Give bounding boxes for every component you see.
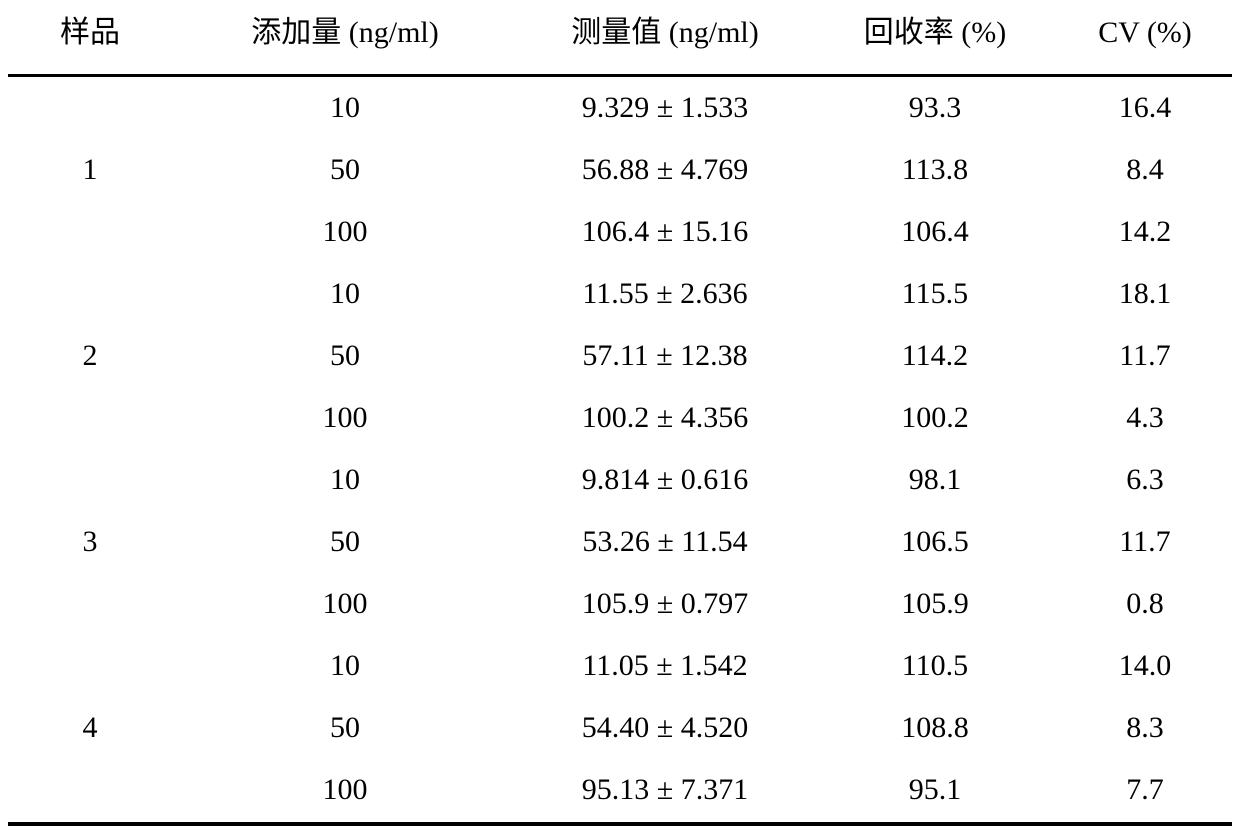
- cv-cell: 0.8: [1070, 573, 1220, 635]
- added-cell: 50: [220, 511, 470, 573]
- added-cell: 50: [220, 697, 470, 759]
- cv-cell: 4.3: [1070, 387, 1220, 449]
- added-cell: 100: [220, 759, 470, 821]
- measured-cell: 105.9 ± 0.797: [530, 573, 800, 635]
- cv-cell: 8.4: [1070, 139, 1220, 201]
- cv-cell: 8.3: [1070, 697, 1220, 759]
- recovery-cell: 106.4: [830, 201, 1040, 263]
- table-row: 10 9.814 ± 0.616 98.1 6.3: [0, 449, 1240, 511]
- header-measured-value: 测量值 (ng/ml): [530, 8, 800, 58]
- recovery-cell: 105.9: [830, 573, 1040, 635]
- table-row: 100 105.9 ± 0.797 105.9 0.8: [0, 573, 1240, 635]
- header-recovery-rate: 回收率 (%): [830, 8, 1040, 58]
- table-row: 50 53.26 ± 11.54 106.5 11.7: [0, 511, 1240, 573]
- added-cell: 50: [220, 325, 470, 387]
- added-cell: 100: [220, 387, 470, 449]
- added-cell: 10: [220, 635, 470, 697]
- recovery-cell: 100.2: [830, 387, 1040, 449]
- cv-cell: 16.4: [1070, 77, 1220, 139]
- measured-cell: 106.4 ± 15.16: [530, 201, 800, 263]
- recovery-cell: 108.8: [830, 697, 1040, 759]
- recovery-cell: 115.5: [830, 263, 1040, 325]
- recovery-cell: 114.2: [830, 325, 1040, 387]
- added-cell: 10: [220, 263, 470, 325]
- recovery-cell: 98.1: [830, 449, 1040, 511]
- recovery-cell: 110.5: [830, 635, 1040, 697]
- measured-cell: 54.40 ± 4.520: [530, 697, 800, 759]
- cv-cell: 11.7: [1070, 325, 1220, 387]
- header-sample: 样品: [40, 8, 140, 58]
- cv-cell: 14.0: [1070, 635, 1220, 697]
- recovery-cell: 113.8: [830, 139, 1040, 201]
- header-cv: CV (%): [1070, 8, 1220, 58]
- cv-cell: 11.7: [1070, 511, 1220, 573]
- measured-cell: 11.55 ± 2.636: [530, 263, 800, 325]
- measured-cell: 57.11 ± 12.38: [530, 325, 800, 387]
- recovery-cell: 106.5: [830, 511, 1040, 573]
- measured-cell: 95.13 ± 7.371: [530, 759, 800, 821]
- table-row: 50 54.40 ± 4.520 108.8 8.3: [0, 697, 1240, 759]
- table-row: 100 106.4 ± 15.16 106.4 14.2: [0, 201, 1240, 263]
- recovery-cell: 93.3: [830, 77, 1040, 139]
- cv-cell: 18.1: [1070, 263, 1220, 325]
- measured-cell: 9.814 ± 0.616: [530, 449, 800, 511]
- recovery-cell: 95.1: [830, 759, 1040, 821]
- table-row: 10 9.329 ± 1.533 93.3 16.4: [0, 77, 1240, 139]
- table-row: 50 56.88 ± 4.769 113.8 8.4: [0, 139, 1240, 201]
- table-row: 10 11.05 ± 1.542 110.5 14.0: [0, 635, 1240, 697]
- table-header-row: 样品 添加量 (ng/ml) 测量值 (ng/ml) 回收率 (%) CV (%…: [0, 8, 1240, 58]
- table-row: 10 11.55 ± 2.636 115.5 18.1: [0, 263, 1240, 325]
- table-body: 1 10 9.329 ± 1.533 93.3 16.4 50 56.88 ± …: [0, 77, 1240, 822]
- measured-cell: 100.2 ± 4.356: [530, 387, 800, 449]
- measured-cell: 9.329 ± 1.533: [530, 77, 800, 139]
- cv-cell: 14.2: [1070, 201, 1220, 263]
- added-cell: 100: [220, 573, 470, 635]
- table-bottom-rule: [8, 822, 1232, 826]
- measured-cell: 11.05 ± 1.542: [530, 635, 800, 697]
- measured-cell: 56.88 ± 4.769: [530, 139, 800, 201]
- measured-cell: 53.26 ± 11.54: [530, 511, 800, 573]
- added-cell: 50: [220, 139, 470, 201]
- table-row: 100 100.2 ± 4.356 100.2 4.3: [0, 387, 1240, 449]
- table-row: 50 57.11 ± 12.38 114.2 11.7: [0, 325, 1240, 387]
- added-cell: 100: [220, 201, 470, 263]
- cv-cell: 7.7: [1070, 759, 1220, 821]
- added-cell: 10: [220, 449, 470, 511]
- cv-cell: 6.3: [1070, 449, 1220, 511]
- header-added-amount: 添加量 (ng/ml): [220, 8, 470, 58]
- added-cell: 10: [220, 77, 470, 139]
- table-row: 100 95.13 ± 7.371 95.1 7.7: [0, 759, 1240, 821]
